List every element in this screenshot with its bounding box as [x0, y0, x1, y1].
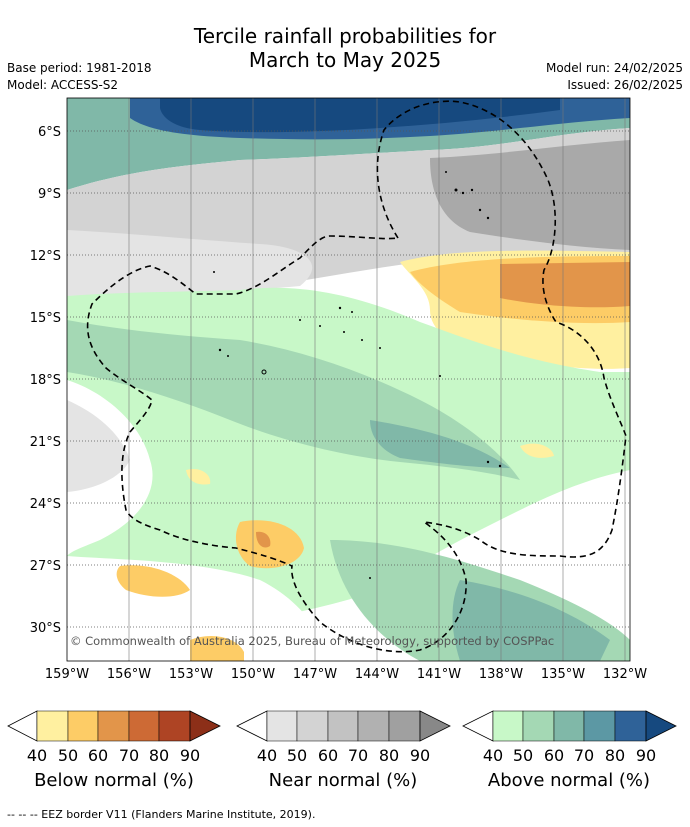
- lat-axis-labels: 6°S 9°S 12°S 15°S 18°S 21°S 24°S 27°S 30…: [30, 125, 61, 636]
- below-normal-patch-5: [520, 443, 554, 458]
- legend-tick: 40: [257, 746, 277, 765]
- legend-near-swatch: [388, 710, 421, 742]
- legend-tick: 40: [27, 746, 47, 765]
- lat-label: 6°S: [38, 125, 61, 140]
- legend-below-max-arrow: [189, 710, 221, 742]
- lat-label: 9°S: [38, 187, 61, 202]
- lat-label: 15°S: [30, 311, 61, 326]
- model-run: Model run: 24/02/2025: [545, 61, 683, 75]
- legend-tick: 60: [88, 746, 108, 765]
- legend-caption-near: Near normal (%): [268, 770, 418, 791]
- lat-label: 21°S: [30, 435, 61, 450]
- lat-label: 27°S: [30, 559, 61, 574]
- lon-label: 147°W: [293, 667, 337, 682]
- legend-above-swatch: [492, 710, 524, 742]
- legend-above-swatch: [583, 710, 616, 742]
- meridians: [128, 98, 626, 661]
- meta-right: Model run: 24/02/2025 Issued: 26/02/2025: [546, 60, 683, 94]
- legend-below-swatch: [158, 710, 191, 742]
- lon-label: 159°W: [45, 667, 89, 682]
- map-title: Tercile rainfall probabilities for March…: [0, 24, 690, 72]
- map-frame: [66, 97, 631, 662]
- lon-label: 138°W: [479, 667, 523, 682]
- legend-tick: 90: [180, 746, 200, 765]
- legend-below-swatch: [67, 710, 99, 742]
- legend-near-swatch: [357, 710, 390, 742]
- legend-near-swatch: [296, 710, 329, 742]
- legend-tick: 50: [287, 746, 307, 765]
- below-normal-patch-3: [190, 636, 244, 661]
- islands: [213, 171, 502, 579]
- lon-label: 141°W: [417, 667, 461, 682]
- legend-below-normal: [7, 710, 221, 742]
- near-normal-strong: [430, 140, 630, 250]
- legend-tick: 70: [348, 746, 368, 765]
- legend-near-swatch: [266, 710, 298, 742]
- legend-near-normal: [236, 710, 451, 742]
- lat-label: 30°S: [30, 621, 61, 636]
- near-normal-west-patch: [67, 400, 130, 492]
- base-period: Base period: 1981-2018: [7, 61, 152, 75]
- below-normal-patch-2: [116, 565, 190, 597]
- eez-border-marquesas: [86, 100, 627, 653]
- legend-above-swatch: [553, 710, 585, 742]
- title-line-1: Tercile rainfall probabilities for: [193, 24, 497, 48]
- lon-label: 156°W: [107, 667, 151, 682]
- above-normal-north-core: [160, 98, 560, 133]
- model-name: Model: ACCESS-S2: [7, 78, 119, 92]
- legend-tick: 70: [119, 746, 139, 765]
- legend-tick: 90: [636, 746, 656, 765]
- legend-tick: 80: [149, 746, 169, 765]
- above-normal-central-strong: [370, 420, 510, 468]
- legend-below-swatch: [36, 710, 69, 742]
- above-normal-southeast-strong: [452, 580, 610, 661]
- legend-tick: 70: [574, 746, 594, 765]
- legend-tick: 60: [544, 746, 564, 765]
- lat-label: 24°S: [30, 497, 61, 512]
- legend-tick: 50: [58, 746, 78, 765]
- legend-tick: 80: [605, 746, 625, 765]
- below-normal-patch-4: [186, 468, 211, 485]
- legend-tick: 60: [318, 746, 338, 765]
- legend-near-swatch: [327, 710, 359, 742]
- lat-label: 18°S: [30, 373, 61, 388]
- legend-above-min-arrow: [462, 710, 494, 742]
- legend-below-swatch: [97, 710, 130, 742]
- lon-axis-labels: 159°W 156°W 153°W 150°W 147°W 144°W 141°…: [45, 667, 647, 682]
- legend-tick: 50: [513, 746, 533, 765]
- lon-label: 153°W: [169, 667, 213, 682]
- legend-caption-below: Below normal (%): [34, 770, 194, 791]
- issued-date: Issued: 26/02/2025: [567, 78, 683, 92]
- legend-above-swatch: [614, 710, 647, 742]
- legend-caption-above: Above normal (%): [487, 770, 651, 791]
- legend-above-swatch: [522, 710, 555, 742]
- legend-ticks: 40 50 60 70 80 90 40 50 60 70 80 90 40 5…: [27, 746, 656, 765]
- legend-below-min-arrow: [7, 710, 38, 742]
- title-line-2: March to May 2025: [248, 48, 442, 72]
- lon-label: 150°W: [231, 667, 275, 682]
- legend-above-max-arrow: [645, 710, 677, 742]
- lon-label: 132°W: [603, 667, 647, 682]
- legend-above-normal: [462, 710, 677, 742]
- lon-label: 144°W: [355, 667, 399, 682]
- lat-label: 12°S: [30, 249, 61, 264]
- below-normal-patch-1-core: [256, 531, 271, 548]
- graticule: [67, 130, 630, 628]
- below-normal-east-strong: [500, 262, 630, 308]
- lon-label: 135°W: [541, 667, 585, 682]
- legend-tick: 80: [379, 746, 399, 765]
- near-normal-light: [67, 230, 313, 296]
- map-panel: [67, 98, 630, 661]
- eez-footer-note: -- -- -- EEZ border V11 (Flanders Marine…: [7, 808, 316, 821]
- legend-near-min-arrow: [236, 710, 268, 742]
- meta-left: Base period: 1981-2018 Model: ACCESS-S2: [7, 60, 152, 94]
- legend-below-swatch: [128, 710, 160, 742]
- copyright-notice: © Commonwealth of Australia 2025, Bureau…: [70, 634, 554, 648]
- legend-tick: 40: [483, 746, 503, 765]
- legend-tick: 90: [410, 746, 430, 765]
- legend-near-max-arrow: [419, 710, 451, 742]
